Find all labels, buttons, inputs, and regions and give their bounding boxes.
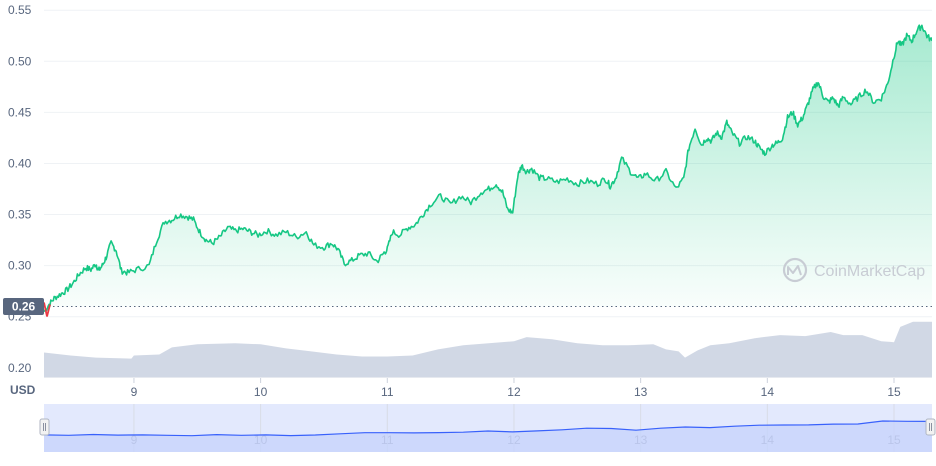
navigator-left-handle[interactable] [39, 418, 50, 436]
price-line [44, 24, 932, 313]
x-tick-label: 11 [381, 385, 394, 399]
y-tick-label: 0.20 [8, 361, 32, 375]
x-tick-label: 9 [131, 385, 138, 399]
current-price-badge: 0.26 [3, 297, 44, 315]
navigator-line [43, 420, 933, 437]
y-axis: 0.200.250.300.350.400.450.500.55 [8, 3, 32, 375]
watermark: CoinMarketCap [782, 257, 925, 283]
y-tick-label: 0.55 [8, 3, 32, 17]
y-tick-label: 0.45 [8, 105, 32, 119]
coinmarketcap-logo-mark-icon [787, 265, 802, 276]
y-tick-label: 0.30 [8, 259, 32, 273]
x-tick-label: 10 [254, 385, 268, 399]
coinmarketcap-logo-icon [782, 257, 808, 283]
x-tick-label: 12 [507, 385, 521, 399]
y-tick-label: 0.50 [8, 54, 32, 68]
x-tick-label: 15 [887, 385, 901, 399]
watermark-text: CoinMarketCap [814, 263, 925, 280]
y-tick-label: 0.35 [8, 208, 32, 222]
price-area [44, 25, 932, 312]
current-price-label: 0.26 [12, 299, 36, 313]
y-tick-label: 0.40 [8, 156, 32, 170]
x-tick-label: 14 [761, 385, 775, 399]
y-axis-label: USD [10, 383, 36, 397]
volume-area [44, 321, 932, 378]
navigator-area [44, 421, 932, 452]
x-axis: 9 10 11 12 13 14 15 [131, 378, 901, 399]
price-line-start [44, 302, 51, 317]
x-tick-label: 13 [634, 385, 648, 399]
navigator-right-handle[interactable] [925, 418, 936, 436]
